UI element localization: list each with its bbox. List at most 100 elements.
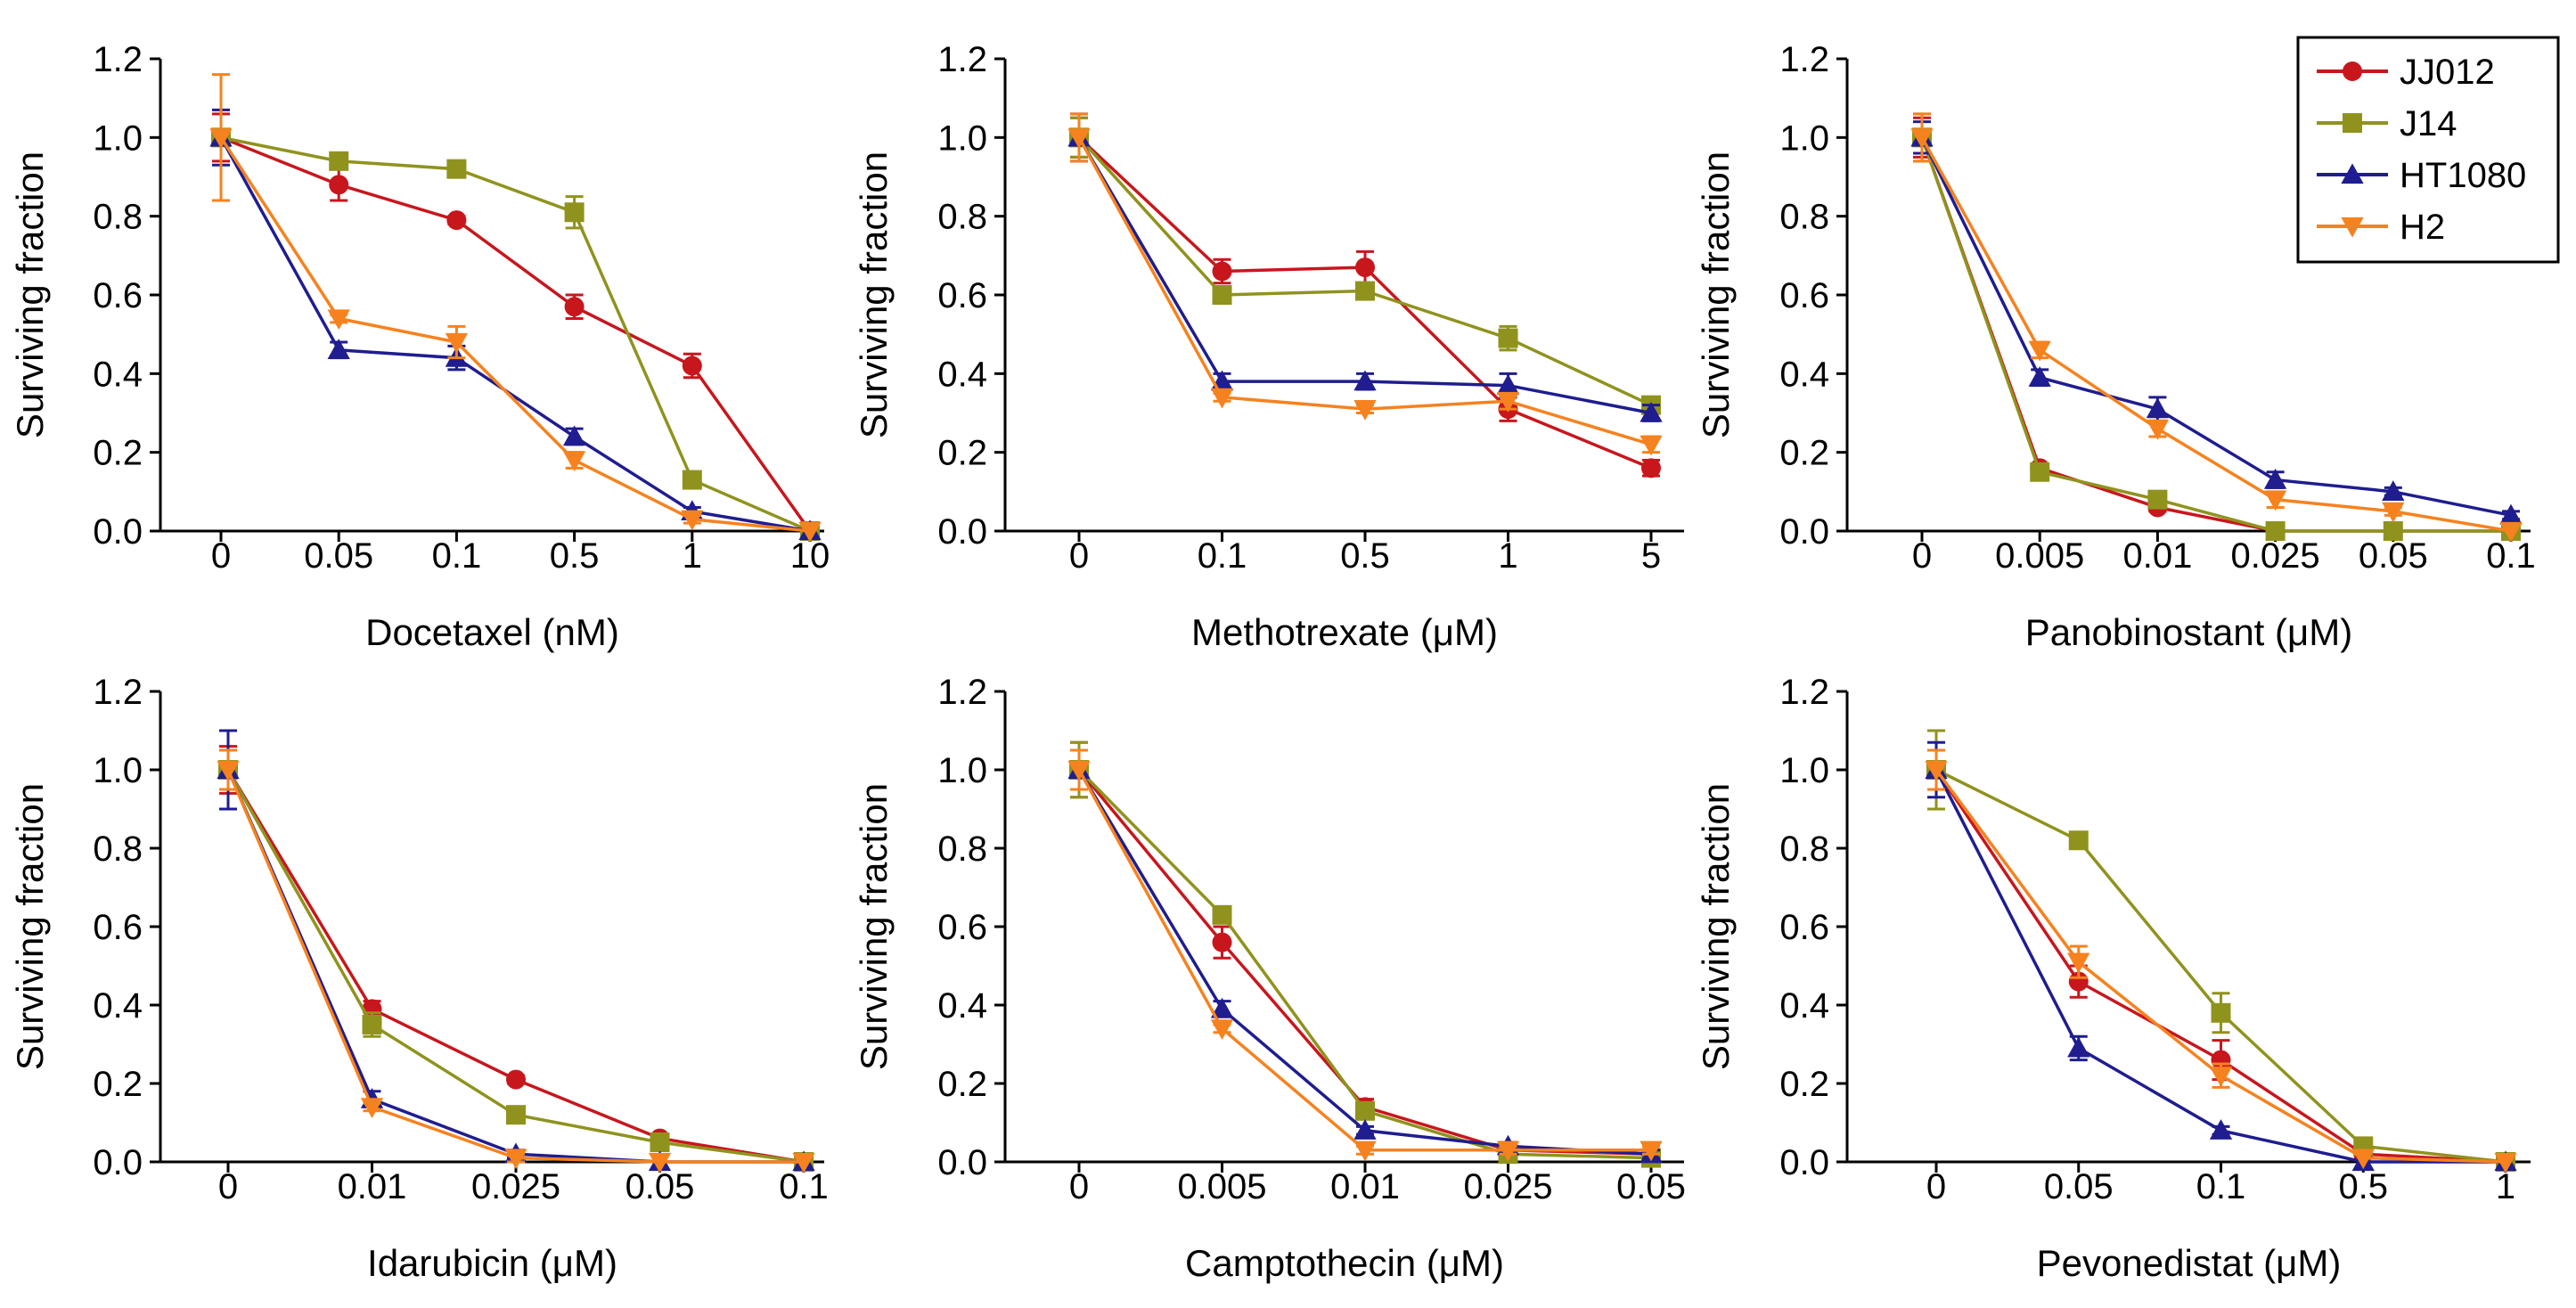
data-point [1496, 1140, 1520, 1162]
data-point [1067, 128, 1091, 149]
data-point [1641, 458, 1661, 478]
x-tick-label: 1 [683, 536, 702, 576]
series-line [1934, 769, 2506, 1164]
data-point [2068, 830, 2089, 851]
legend-label: HT1080 [2400, 156, 2526, 195]
data-point [360, 1098, 384, 1119]
data-point [2383, 521, 2403, 541]
legend-item: JJ012 [2317, 53, 2495, 92]
x-tick-label: 0.5 [2338, 1167, 2388, 1206]
legend-marker [2341, 217, 2364, 238]
y-tick-label: 1.2 [1779, 673, 1829, 712]
data-point [2030, 462, 2050, 482]
data-point [2067, 1036, 2090, 1058]
series-h2 [1910, 112, 2523, 543]
y-axis-title: Surviving fraction [9, 151, 51, 438]
x-tick-label: 5 [1641, 536, 1661, 576]
y-tick-label: 1.2 [937, 40, 987, 79]
data-point [2265, 521, 2286, 541]
legend-item: J14 [2317, 104, 2457, 143]
legend: JJ012 J14 HT1080 H2 [2296, 36, 2560, 264]
data-point [2499, 503, 2523, 525]
data-point [446, 210, 467, 231]
y-tick-label: 0.6 [93, 908, 143, 947]
data-point [2209, 1119, 2233, 1140]
data-point [2147, 489, 2168, 510]
data-point [329, 151, 349, 171]
series-j14 [218, 748, 814, 1172]
series-line [219, 136, 811, 533]
y-axis-title: Surviving fraction [853, 151, 895, 438]
data-point [209, 128, 233, 149]
x-tick-label: 0 [1926, 1167, 1946, 1206]
y-tick-label: 0.4 [1779, 986, 1829, 1026]
y-axis-title: Surviving fraction [1695, 151, 1737, 438]
series-jj012 [211, 112, 820, 541]
series-j14 [1926, 729, 2515, 1172]
chart-panel: 0.0 0.2 0.4 0.6 0.8 1.0 1.2 0 0.05 0.1 0.5 1 10 Docet… [9, 40, 830, 653]
data-point [1496, 392, 1520, 413]
data-point [2382, 480, 2405, 501]
data-point [1640, 435, 1663, 456]
y-axis-title: Surviving fraction [853, 783, 895, 1070]
legend-item: H2 [2317, 208, 2445, 247]
y-tick-label: 0.8 [93, 830, 143, 869]
data-point [327, 309, 350, 331]
x-tick-label: 1 [1498, 536, 1517, 576]
data-point [1498, 328, 1518, 348]
x-tick-label: 0.05 [2359, 536, 2428, 576]
x-tick-label: 10 [790, 536, 830, 576]
legend-label: J14 [2400, 104, 2457, 143]
y-tick-label: 0.4 [937, 986, 987, 1026]
x-tick-label: 0.025 [2231, 536, 2320, 576]
data-point [1640, 401, 1663, 422]
y-tick-label: 0.0 [1779, 1143, 1829, 1182]
y-tick-label: 1.2 [93, 40, 143, 79]
y-tick-label: 1.0 [1779, 751, 1829, 790]
x-tick-label: 0.1 [432, 536, 482, 576]
data-point [2146, 420, 2170, 440]
x-axis-title: Methotrexate (μM) [1191, 611, 1498, 653]
data-point [1353, 399, 1377, 421]
x-tick-label: 1 [2496, 1167, 2515, 1206]
series-jj012 [1926, 748, 2515, 1172]
x-tick-label: 0.025 [471, 1167, 560, 1206]
data-point [2494, 1152, 2517, 1173]
data-point [564, 202, 585, 223]
data-point [1067, 760, 1091, 781]
y-tick-label: 0.2 [93, 434, 143, 473]
data-point [1355, 258, 1375, 278]
y-tick-label: 0.2 [937, 1065, 987, 1104]
series-j14 [1069, 740, 1661, 1168]
data-point [2263, 490, 2287, 511]
data-point [2146, 397, 2170, 419]
legend-marker [2341, 163, 2364, 184]
y-tick-label: 0.4 [93, 355, 143, 394]
x-axis-title: Panobinostant (μM) [2025, 611, 2352, 653]
data-point [562, 425, 586, 446]
series-line [1077, 769, 1652, 1156]
data-point [798, 521, 822, 543]
y-tick-label: 1.2 [93, 673, 143, 712]
x-tick-label: 0.01 [338, 1167, 407, 1206]
data-point [2028, 340, 2051, 362]
x-axis-title: Docetaxel (nM) [365, 611, 619, 653]
x-axis-title: Idarubicin (μM) [367, 1242, 617, 1284]
y-tick-label: 1.0 [93, 119, 143, 158]
series-line [220, 135, 811, 533]
series-line [220, 135, 812, 533]
y-tick-label: 1.0 [937, 751, 987, 790]
y-tick-label: 0.0 [937, 512, 987, 552]
y-tick-label: 0.0 [93, 512, 143, 552]
data-point [1210, 997, 1234, 1018]
series-line [1920, 136, 2512, 533]
chart-panel: 0.0 0.2 0.4 0.6 0.8 1.0 1.2 0 0.01 0.025 0.05 0.1 Id… [9, 673, 829, 1284]
y-tick-label: 0.6 [1779, 908, 1829, 947]
y-tick-label: 0.4 [937, 355, 987, 394]
x-tick-label: 0.005 [1995, 536, 2084, 576]
y-tick-label: 0.2 [1779, 434, 1829, 473]
data-point [2382, 502, 2405, 523]
series-h2 [217, 748, 815, 1173]
data-point [446, 159, 467, 179]
